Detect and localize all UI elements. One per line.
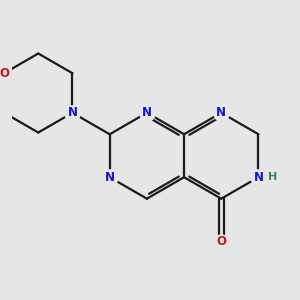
Text: N: N	[105, 171, 115, 184]
Text: O: O	[216, 235, 226, 248]
Text: N: N	[254, 171, 263, 184]
Text: N: N	[216, 106, 226, 119]
Text: N: N	[142, 106, 152, 119]
Text: H: H	[268, 172, 278, 182]
Text: O: O	[0, 67, 9, 80]
Text: N: N	[68, 106, 77, 119]
